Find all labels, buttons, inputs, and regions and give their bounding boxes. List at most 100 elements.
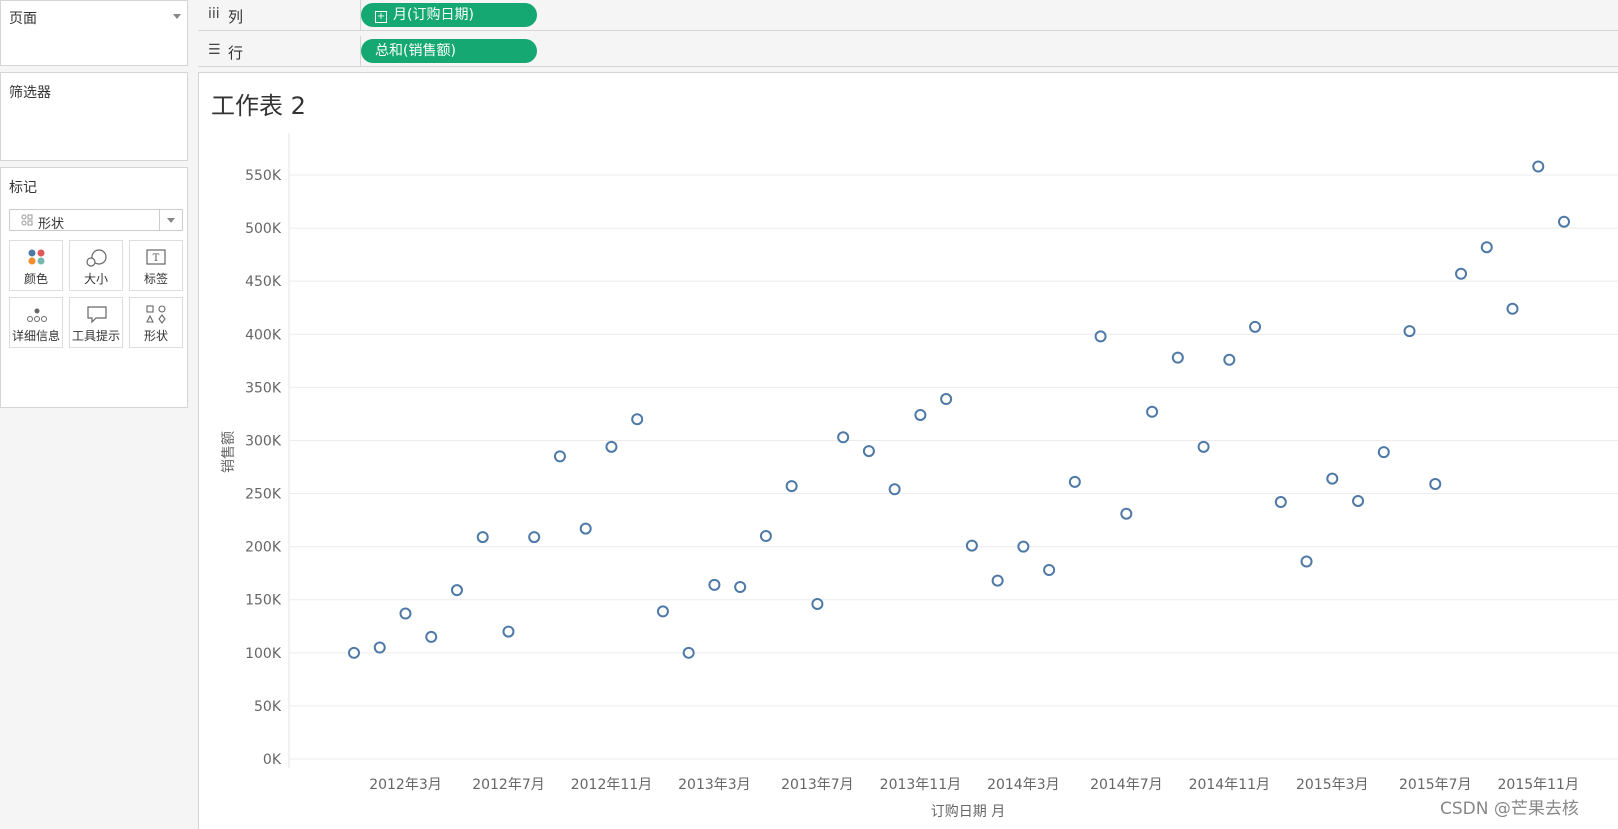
data-point (1171, 351, 1184, 364)
shape-small-icon (21, 214, 33, 226)
rows-pill[interactable]: 总和(销售额) (361, 39, 537, 63)
y-tick-label: 550K (245, 168, 282, 184)
shape-label: 形状 (143, 329, 168, 343)
data-point (734, 580, 747, 593)
y-tick-label: 250K (245, 487, 282, 503)
x-tick-label: 2014年7月 (1090, 777, 1163, 793)
columns-icon: iii (208, 6, 220, 22)
y-tick-label: 300K (245, 433, 282, 449)
data-point (1094, 330, 1107, 343)
pages-panel[interactable]: 页面 (0, 0, 188, 66)
y-tick-label: 0K (263, 752, 282, 768)
columns-pill[interactable]: + 月(订购日期) (361, 3, 537, 27)
data-point (553, 450, 566, 463)
data-point (1120, 507, 1133, 520)
data-point (811, 597, 824, 610)
data-point (1043, 563, 1056, 576)
data-point (1506, 302, 1519, 315)
x-tick-label: 2013年11月 (880, 777, 961, 793)
filters-title: 筛选器 (9, 85, 51, 101)
marks-panel: 标记 形状 颜色 大小 T 标签 (0, 167, 188, 408)
x-tick-label: 2015年11月 (1498, 777, 1579, 793)
rows-title: 行 (228, 44, 244, 62)
y-tick-label: 200K (245, 540, 282, 556)
data-point (579, 522, 592, 535)
columns-shelf[interactable]: iii 列 + 月(订购日期) (198, 0, 1618, 31)
shape-button[interactable]: 形状 (129, 297, 183, 348)
data-point (1300, 555, 1313, 568)
data-point (1274, 496, 1287, 509)
tooltip-button[interactable]: 工具提示 (69, 297, 123, 348)
y-tick-label: 450K (245, 274, 282, 290)
pages-title: 页面 (9, 11, 37, 27)
data-point (1558, 215, 1570, 228)
sheet-title: 工作表 2 (211, 92, 306, 120)
color-button[interactable]: 颜色 (9, 240, 63, 291)
data-point (1017, 540, 1030, 553)
detail-button[interactable]: 详细信息 (9, 297, 63, 348)
data-point (528, 531, 541, 544)
mark-type-select[interactable]: 形状 (9, 209, 183, 232)
x-tick-label: 2012年7月 (472, 777, 545, 793)
mark-type-separator (159, 210, 160, 230)
data-point (1377, 446, 1390, 459)
color-label: 颜色 (23, 272, 48, 286)
y-axis-title: 销售额 (221, 431, 237, 473)
y-tick-label: 500K (245, 221, 282, 237)
x-tick-label: 2012年3月 (369, 777, 442, 793)
watermark: CSDN @芒果去核 (1440, 799, 1579, 819)
data-point (1352, 494, 1365, 507)
y-tick-label: 50K (254, 699, 282, 715)
detail-label: 详细信息 (11, 329, 60, 343)
columns-shelf-label: iii 列 (198, 0, 361, 30)
data-point (656, 605, 669, 618)
x-tick-label: 2013年3月 (678, 777, 751, 793)
data-point (1455, 267, 1468, 280)
data-point (1532, 160, 1545, 173)
data-point (759, 530, 772, 543)
pages-dropdown-icon[interactable] (173, 14, 181, 19)
data-point (1480, 241, 1493, 254)
data-point (785, 480, 798, 493)
data-point (1223, 353, 1236, 366)
data-point (348, 646, 360, 659)
x-tick-label: 2015年7月 (1399, 777, 1472, 793)
data-point (965, 539, 978, 552)
data-point (991, 574, 1004, 587)
data-point (1197, 440, 1210, 453)
data-point (425, 630, 438, 643)
data-point (476, 531, 489, 544)
shape-icon (146, 305, 166, 324)
svg-text:T: T (153, 253, 160, 264)
data-point (1429, 477, 1442, 490)
x-tick-label: 2014年3月 (987, 777, 1060, 793)
size-button[interactable]: 大小 (69, 240, 123, 291)
label-label: 标签 (143, 272, 168, 286)
data-point (837, 431, 850, 444)
y-tick-label: 400K (245, 327, 282, 343)
expand-icon[interactable]: + (375, 11, 387, 23)
data-point (914, 408, 927, 421)
data-point (1146, 405, 1159, 418)
data-point (1326, 472, 1339, 485)
data-point (1403, 325, 1416, 338)
rows-icon: ☰ (208, 42, 221, 58)
color-icon (28, 249, 45, 265)
rows-shelf[interactable]: ☰ 行 总和(销售额) (198, 36, 1618, 67)
data-point (605, 440, 618, 453)
label-button[interactable]: T 标签 (129, 240, 183, 291)
data-point (1068, 475, 1081, 488)
x-tick-label: 2015年3月 (1296, 777, 1369, 793)
data-point (631, 413, 644, 426)
mark-type-dropdown-icon[interactable] (167, 218, 175, 223)
columns-title: 列 (228, 8, 244, 26)
y-tick-label: 350K (245, 380, 282, 396)
data-point (373, 641, 386, 654)
label-icon: T (146, 249, 166, 265)
size-label: 大小 (83, 272, 108, 286)
data-point (450, 584, 463, 597)
data-point (399, 607, 412, 620)
filters-panel[interactable]: 筛选器 (0, 72, 188, 161)
tooltip-icon (87, 306, 107, 324)
